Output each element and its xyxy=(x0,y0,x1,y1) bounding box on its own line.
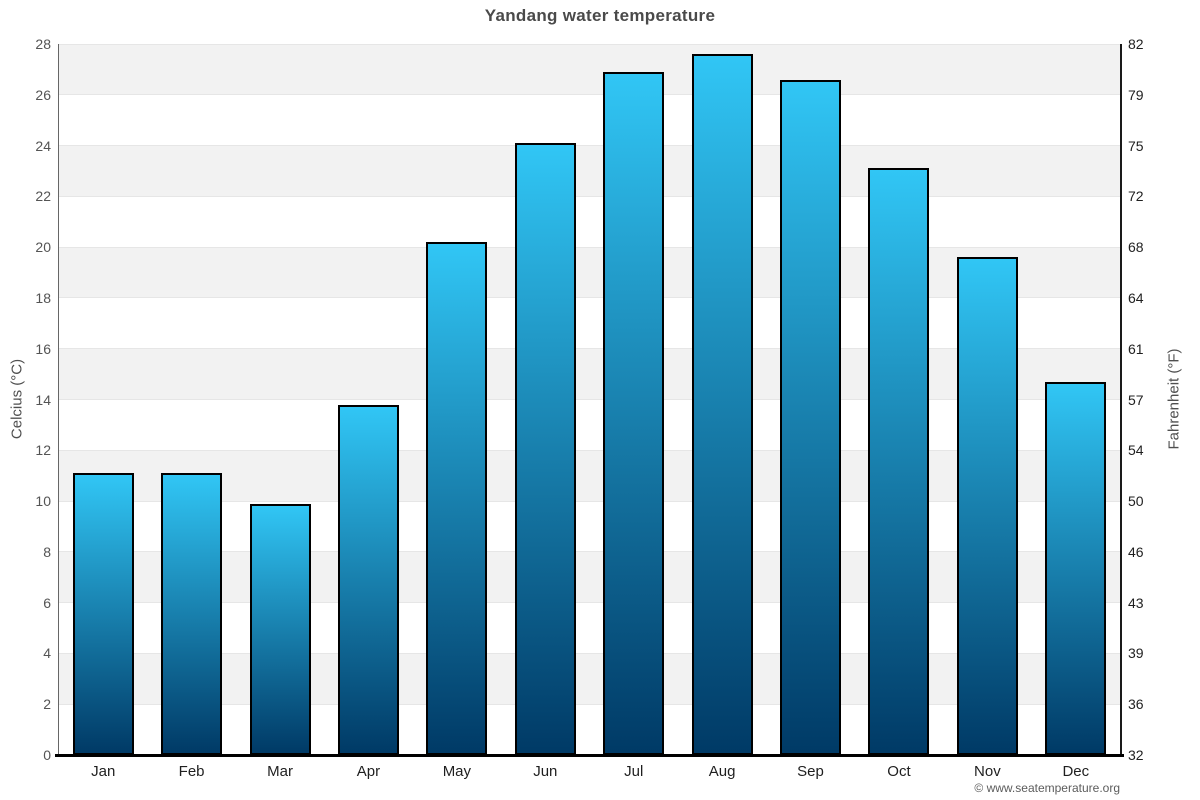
y-axis-tick-label-fahrenheit: 43 xyxy=(1128,594,1144,611)
plot-band xyxy=(59,450,1120,502)
y-axis-tick-label-celsius: 20 xyxy=(35,239,51,256)
gridline xyxy=(59,246,1120,248)
y-axis-tick-label-fahrenheit: 79 xyxy=(1128,86,1144,103)
x-axis-label-sep: Sep xyxy=(797,763,824,780)
gridline xyxy=(59,348,1120,350)
gridline xyxy=(59,399,1120,400)
gridline xyxy=(59,602,1120,604)
bar-may[interactable] xyxy=(426,242,488,755)
x-axis-label-jul: Jul xyxy=(624,763,644,780)
plot-band xyxy=(59,653,1120,705)
plot-band xyxy=(59,145,1120,197)
y-axis-tick-label-fahrenheit: 46 xyxy=(1128,543,1144,560)
gridline xyxy=(59,449,1120,451)
gridline xyxy=(59,703,1120,705)
y-axis-tick-label-celsius: 8 xyxy=(43,543,51,560)
bar-dec[interactable] xyxy=(1045,381,1107,755)
y-axis-tick-label-celsius: 22 xyxy=(35,188,51,205)
bar-jun[interactable] xyxy=(514,143,576,755)
y-axis-tick-label-celsius: 16 xyxy=(35,340,51,357)
x-axis-label-dec: Dec xyxy=(1062,763,1090,780)
x-axis-line xyxy=(55,754,1124,757)
y-axis-title-fahrenheit: Fahrenheit (°F) xyxy=(1165,348,1183,450)
y-axis-tick-label-fahrenheit: 32 xyxy=(1128,747,1144,763)
y-axis-tick-label-fahrenheit: 50 xyxy=(1128,493,1144,510)
y-axis-tick-label-fahrenheit: 57 xyxy=(1128,391,1144,408)
bar-sep[interactable] xyxy=(780,79,842,755)
plot-band xyxy=(59,551,1120,603)
x-axis-label-oct: Oct xyxy=(887,763,911,780)
y-axis-tick-label-celsius: 4 xyxy=(43,645,51,662)
x-axis-label-may: May xyxy=(442,763,472,780)
x-axis-label-aug: Aug xyxy=(708,763,736,780)
bar-jan[interactable] xyxy=(72,473,134,755)
bar-feb[interactable] xyxy=(161,473,223,755)
plot-area: 0 32 2 36 4 39 6 43 8 46 10 50 12 54 14 57 16 61 18 64 20 68 2… xyxy=(35,36,1143,780)
y-axis-tick-label-celsius: 0 xyxy=(43,747,51,763)
y-axis-tick-label-fahrenheit: 36 xyxy=(1128,696,1144,713)
y-axis-tick-label-fahrenheit: 61 xyxy=(1128,340,1144,357)
y-axis-tick-label-celsius: 12 xyxy=(35,442,51,459)
gridline xyxy=(59,43,1120,45)
gridline xyxy=(59,145,1120,147)
y-axis-tick-label-fahrenheit: 64 xyxy=(1128,289,1144,306)
bar-aug[interactable] xyxy=(691,54,753,755)
y-axis-tick-label-fahrenheit: 54 xyxy=(1128,442,1144,459)
y-axis-tick-label-fahrenheit: 39 xyxy=(1128,645,1144,662)
gridline xyxy=(59,297,1120,299)
gridline xyxy=(59,652,1120,654)
y-axis-tick-label-celsius: 2 xyxy=(43,696,51,713)
bar-apr[interactable] xyxy=(337,404,399,755)
y-axis-title-celsius: Celcius (°C) xyxy=(8,358,26,440)
bar-mar[interactable] xyxy=(249,503,311,755)
gridline xyxy=(59,94,1120,96)
y-axis-tick-label-fahrenheit: 75 xyxy=(1128,137,1144,154)
bar-oct[interactable] xyxy=(868,168,930,755)
y-axis-tick-label-celsius: 26 xyxy=(35,86,51,103)
y-axis-tick-label-celsius: 14 xyxy=(35,391,51,408)
y-axis-tick-label-celsius: 6 xyxy=(43,594,51,611)
y-axis-tick-label-celsius: 18 xyxy=(35,289,51,306)
plot-band xyxy=(59,348,1120,400)
bar-nov[interactable] xyxy=(956,257,1018,755)
chart-title: Yandang water temperature xyxy=(484,6,716,25)
x-axis-label-apr: Apr xyxy=(356,763,381,780)
y-axis-tick-label-celsius: 10 xyxy=(35,493,51,510)
x-axis-label-nov: Nov xyxy=(974,763,1001,780)
plot-band xyxy=(59,44,1120,95)
y-axis-tick-label-celsius: 28 xyxy=(35,36,51,52)
copyright: © www.seatemperature.org xyxy=(974,781,1120,795)
x-axis-label-feb: Feb xyxy=(178,763,205,780)
plot-band xyxy=(59,247,1120,298)
y-axis-tick-label-celsius: 24 xyxy=(35,137,51,154)
y-axis-line-left xyxy=(58,44,59,755)
x-axis-label-jun: Jun xyxy=(533,763,558,780)
bar-jul[interactable] xyxy=(603,71,665,755)
x-axis-label-jan: Jan xyxy=(91,763,116,780)
y-axis-line-right xyxy=(1120,44,1122,755)
gridline xyxy=(59,500,1120,502)
x-axis-label-mar: Mar xyxy=(267,763,293,780)
y-axis-tick-label-fahrenheit: 72 xyxy=(1128,188,1144,205)
y-axis-tick-label-fahrenheit: 82 xyxy=(1128,36,1144,52)
y-axis-tick-label-fahrenheit: 68 xyxy=(1128,239,1144,256)
gridline xyxy=(59,551,1120,553)
gridline xyxy=(59,195,1120,197)
